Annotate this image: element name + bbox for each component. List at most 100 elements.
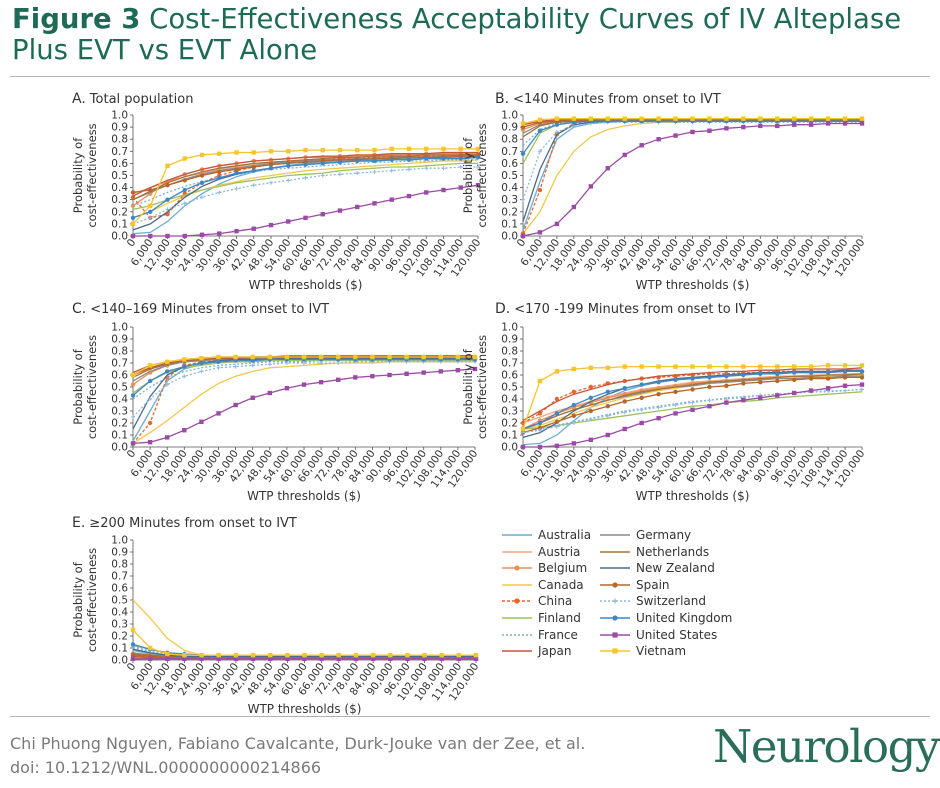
data-point — [707, 364, 712, 369]
data-point — [859, 382, 865, 387]
data-point — [250, 354, 255, 360]
data-point — [165, 207, 170, 212]
data-point — [355, 171, 360, 176]
data-point — [284, 386, 290, 391]
data-point — [165, 197, 170, 202]
series-vietnam — [130, 627, 479, 658]
data-point — [843, 388, 848, 393]
data-point — [147, 378, 153, 384]
data-point — [673, 116, 678, 121]
data-point — [775, 393, 780, 398]
data-point — [234, 186, 239, 191]
data-point — [554, 443, 560, 448]
data-point — [268, 166, 274, 171]
data-point — [537, 230, 543, 235]
y-axis-label: Probability ofcost-effectiveness — [71, 123, 99, 227]
data-point — [455, 368, 461, 373]
y-tick-label: 0.1 — [111, 643, 128, 655]
panel-title: C. <140–169 Minutes from onset to IVT — [72, 301, 329, 317]
legend-swatch-marker — [514, 565, 520, 571]
data-point — [439, 656, 444, 661]
legend-item: United States — [598, 627, 798, 643]
y-tick-label: 0.0 — [501, 231, 518, 243]
data-point — [233, 653, 239, 658]
y-tick-label: 0.9 — [501, 334, 518, 346]
data-point — [182, 201, 187, 206]
data-point — [199, 419, 204, 424]
panel-title: D. <170 -199 Minutes from onset to IVT — [495, 301, 756, 317]
data-point — [182, 374, 187, 379]
data-point — [165, 369, 170, 374]
series-switzerland — [131, 165, 480, 226]
y-tick-label: 1.0 — [111, 322, 128, 334]
data-point — [741, 381, 746, 386]
y-tick-label: 0.7 — [111, 146, 128, 158]
data-point — [571, 389, 577, 394]
chart-panel-c: C. <140–169 Minutes from onset to IVT0.00… — [71, 301, 480, 503]
data-point — [303, 147, 308, 153]
data-point — [622, 410, 627, 415]
figure-label: Figure 3 — [12, 3, 141, 35]
panel-title-text: <140 Minutes from onset to IVT — [513, 92, 721, 107]
series-united-states — [130, 182, 481, 239]
data-point — [182, 656, 187, 661]
data-point — [808, 122, 814, 127]
series-spain — [520, 375, 865, 435]
data-point — [605, 432, 610, 438]
y-tick-label: 0.4 — [111, 182, 128, 194]
data-point — [673, 133, 678, 138]
data-point — [130, 656, 136, 661]
data-point — [475, 155, 481, 160]
data-point — [673, 377, 678, 382]
data-point — [165, 382, 170, 387]
data-point — [842, 363, 848, 368]
data-point — [406, 146, 412, 152]
data-point — [792, 377, 797, 382]
data-point — [605, 116, 610, 121]
data-point — [286, 149, 291, 154]
data-point — [741, 124, 746, 130]
series-vietnam — [130, 146, 481, 227]
title-divider — [10, 76, 930, 77]
data-point — [537, 149, 542, 154]
data-point — [673, 364, 678, 369]
data-point — [182, 428, 187, 433]
data-point — [758, 364, 763, 369]
data-point — [182, 178, 187, 183]
data-point — [458, 185, 463, 190]
data-point — [303, 175, 308, 180]
data-point — [130, 215, 136, 221]
data-point — [741, 364, 746, 369]
data-point — [320, 212, 325, 217]
y-tick-label: 0.0 — [111, 231, 128, 243]
series-netherlands — [132, 154, 478, 201]
data-point — [370, 656, 376, 661]
data-point — [537, 425, 543, 430]
legend-swatch-marker — [612, 582, 618, 588]
figure-title-text: Cost-Effectiveness Acceptability Curves … — [12, 3, 902, 66]
legend-swatch — [502, 584, 532, 586]
y-tick-label: 0.6 — [501, 158, 518, 170]
legend-swatch — [600, 567, 630, 569]
y-tick-label: 0.3 — [111, 619, 128, 631]
data-point — [475, 182, 481, 188]
data-point — [758, 123, 763, 129]
data-point — [458, 146, 463, 152]
series-line — [522, 120, 862, 234]
data-point — [537, 128, 543, 133]
x-tick-label: 0 — [515, 237, 529, 249]
x-tick-label: 0 — [125, 448, 139, 460]
data-point — [267, 362, 272, 367]
data-point — [389, 157, 394, 162]
data-point — [405, 653, 410, 658]
data-point — [130, 382, 136, 387]
data-point — [165, 233, 170, 239]
data-point — [148, 397, 153, 401]
y-tick-label: 0.6 — [111, 158, 128, 170]
y-tick-label: 0.5 — [501, 170, 518, 182]
series-united-kingdom — [520, 369, 865, 432]
data-point — [775, 116, 780, 121]
y-tick-label: 0.1 — [501, 218, 518, 230]
series-japan — [522, 367, 863, 422]
data-point — [605, 395, 610, 400]
